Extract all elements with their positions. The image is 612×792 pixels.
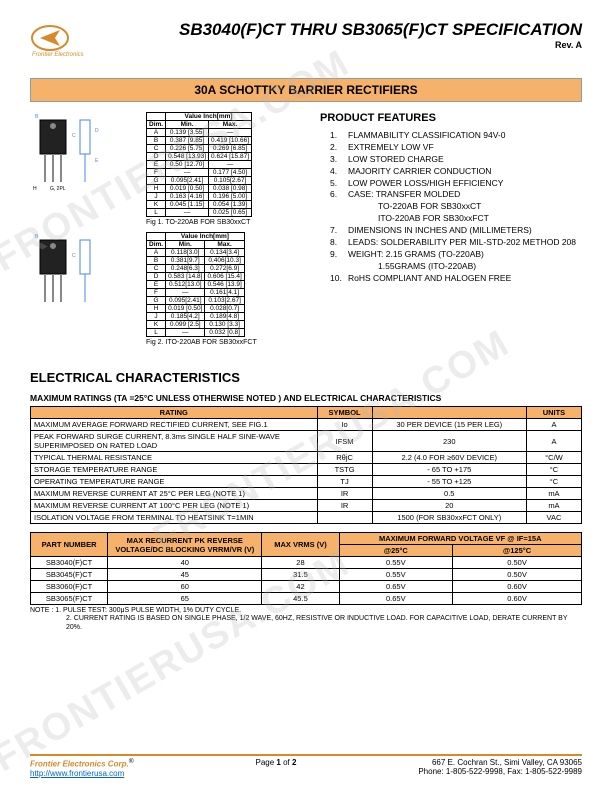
footer-company: Frontier Electronics Corp. xyxy=(30,760,129,769)
fig1-caption: Fig 1. TO-220AB FOR SB30xxCT xyxy=(146,219,252,226)
notes: NOTE : 1. PULSE TEST: 300μS PULSE WIDTH,… xyxy=(30,607,582,632)
features-list: 1.FLAMMABILITY CLASSIFICATION 94V-02.EXT… xyxy=(320,130,582,285)
footer: Frontier Electronics Corp.® http://www.f… xyxy=(30,754,582,778)
to220-drawing: B C D E H G, 2PL xyxy=(30,112,140,192)
ratings-heading: MAXIMUM RATINGS (TA =25°C UNLESS OTHERWI… xyxy=(30,393,582,403)
svg-text:G, 2PL: G, 2PL xyxy=(50,186,66,192)
svg-text:H: H xyxy=(33,186,37,192)
part-table: PART NUMBER MAX RECURRENT PK REVERSE VOL… xyxy=(30,532,582,605)
svg-text:B: B xyxy=(35,114,39,120)
svg-text:Frontier Electronics: Frontier Electronics xyxy=(32,52,84,58)
dim-table-1: Value Inch[mm] Dim.Min.Max. A0.139 [3.55… xyxy=(146,112,252,217)
header: Frontier Electronics SB3040(F)CT THRU SB… xyxy=(30,20,582,60)
page-number: Page 1 of 2 xyxy=(134,758,419,778)
svg-text:C: C xyxy=(72,133,76,139)
footer-address: 667 E. Cochran St., Simi Valley, CA 9306… xyxy=(418,758,582,778)
package-drawings: B C D E H G, 2PL Value Inch[mm] Dim.Min.… xyxy=(30,112,310,352)
page-title: SB3040(F)CT THRU SB3065(F)CT SPECIFICATI… xyxy=(110,20,582,40)
features-heading: PRODUCT FEATURES xyxy=(320,112,582,124)
elec-heading: ELECTRICAL CHARACTERISTICS xyxy=(30,370,582,385)
ratings-table: RATING SYMBOL UNITS MAXIMUM AVERAGE FORW… xyxy=(30,406,582,524)
revision-label: Rev. A xyxy=(110,40,582,50)
footer-link[interactable]: http://www.frontierusa.com xyxy=(30,769,124,778)
svg-text:C: C xyxy=(72,253,76,259)
svg-text:E: E xyxy=(95,158,99,164)
banner-title: 30A SCHOTTKY BARRIER RECTIFIERS xyxy=(30,78,582,102)
svg-text:B: B xyxy=(35,234,39,240)
ito220-drawing: B C xyxy=(30,232,140,312)
svg-text:D: D xyxy=(95,128,99,134)
fig2-caption: Fig 2. ITO-220AB FOR SB30xxFCT xyxy=(146,339,257,346)
dim-table-2: Value Inch[mm] Dim.Min.Max. A0.118[3.0]0… xyxy=(146,232,245,337)
company-logo: Frontier Electronics xyxy=(30,20,110,60)
